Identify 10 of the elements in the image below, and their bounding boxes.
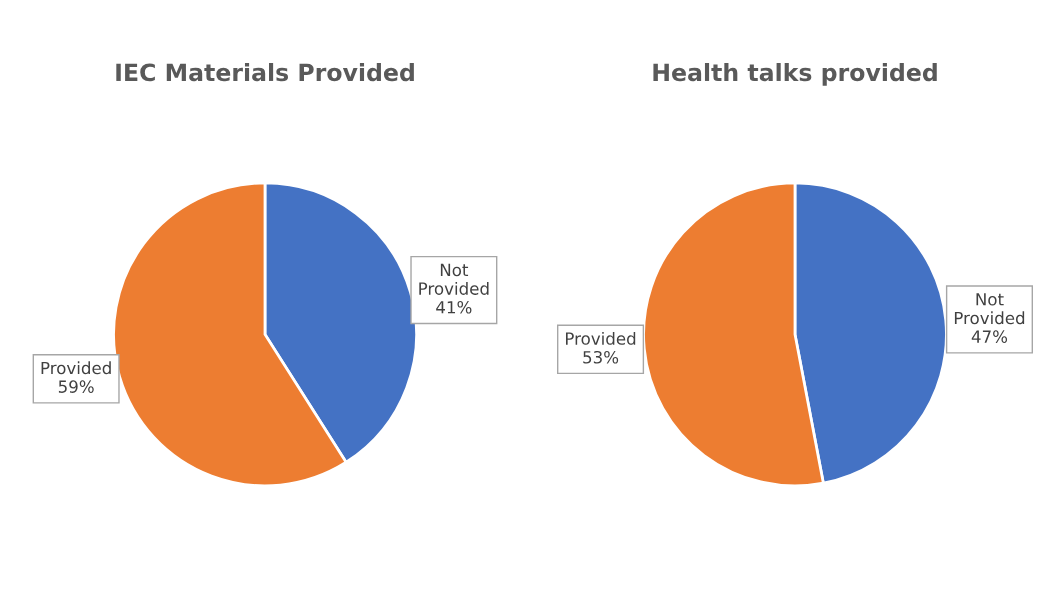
- slice-label: Not Provided: [419, 263, 489, 295]
- slice-label: Provided: [41, 361, 111, 375]
- chart-title: IEC Materials Provided: [116, 63, 414, 82]
- data-label: 47%: [971, 330, 1008, 343]
- data-label: 53%: [583, 350, 619, 364]
- data-label: 59%: [58, 380, 94, 393]
- data-label: 41%: [436, 300, 472, 314]
- chart-title: Health talks provided: [653, 63, 937, 86]
- slice-label: Provided: [566, 331, 636, 345]
- slice-label: Not Provided: [954, 293, 1025, 325]
